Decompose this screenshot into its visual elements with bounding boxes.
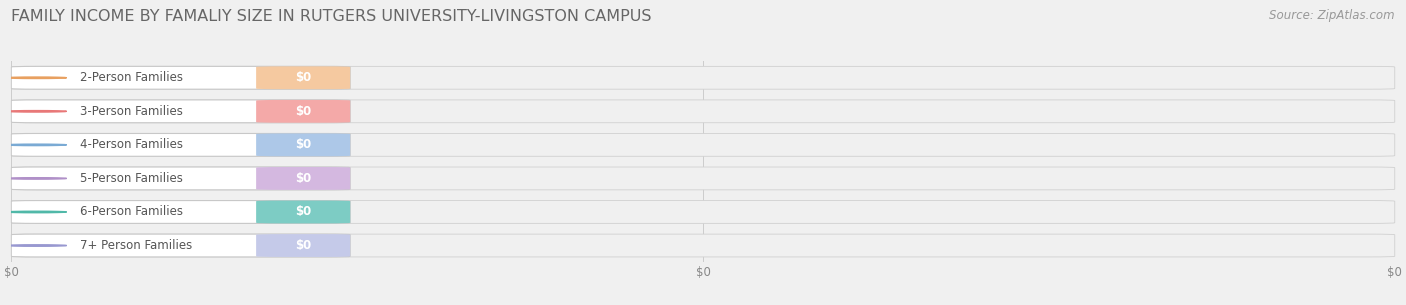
Text: $0: $0 <box>295 71 311 84</box>
FancyBboxPatch shape <box>256 167 350 190</box>
Text: FAMILY INCOME BY FAMALIY SIZE IN RUTGERS UNIVERSITY-LIVINGSTON CAMPUS: FAMILY INCOME BY FAMALIY SIZE IN RUTGERS… <box>11 9 652 24</box>
FancyBboxPatch shape <box>256 134 350 156</box>
FancyBboxPatch shape <box>11 66 1395 89</box>
FancyBboxPatch shape <box>11 66 350 89</box>
FancyBboxPatch shape <box>256 66 350 89</box>
Text: 5-Person Families: 5-Person Families <box>80 172 183 185</box>
Text: 6-Person Families: 6-Person Families <box>80 206 183 218</box>
FancyBboxPatch shape <box>256 234 350 257</box>
Text: $0: $0 <box>295 138 311 151</box>
Circle shape <box>6 178 66 179</box>
FancyBboxPatch shape <box>256 100 350 123</box>
Circle shape <box>6 111 66 112</box>
Circle shape <box>6 144 66 145</box>
FancyBboxPatch shape <box>11 134 350 156</box>
FancyBboxPatch shape <box>11 100 1395 123</box>
Text: $0: $0 <box>295 172 311 185</box>
Text: 3-Person Families: 3-Person Families <box>80 105 183 118</box>
Text: Source: ZipAtlas.com: Source: ZipAtlas.com <box>1270 9 1395 22</box>
FancyBboxPatch shape <box>11 234 350 257</box>
FancyBboxPatch shape <box>11 201 350 223</box>
Text: $0: $0 <box>295 206 311 218</box>
FancyBboxPatch shape <box>11 167 350 190</box>
FancyBboxPatch shape <box>11 201 1395 223</box>
FancyBboxPatch shape <box>11 134 1395 156</box>
Text: $0: $0 <box>295 105 311 118</box>
Circle shape <box>6 211 66 213</box>
Circle shape <box>6 245 66 246</box>
Text: 7+ Person Families: 7+ Person Families <box>80 239 193 252</box>
FancyBboxPatch shape <box>11 234 1395 257</box>
Text: 4-Person Families: 4-Person Families <box>80 138 183 151</box>
FancyBboxPatch shape <box>11 100 350 123</box>
FancyBboxPatch shape <box>256 201 350 223</box>
Text: $0: $0 <box>295 239 311 252</box>
Text: 2-Person Families: 2-Person Families <box>80 71 183 84</box>
FancyBboxPatch shape <box>11 167 1395 190</box>
Circle shape <box>6 77 66 78</box>
